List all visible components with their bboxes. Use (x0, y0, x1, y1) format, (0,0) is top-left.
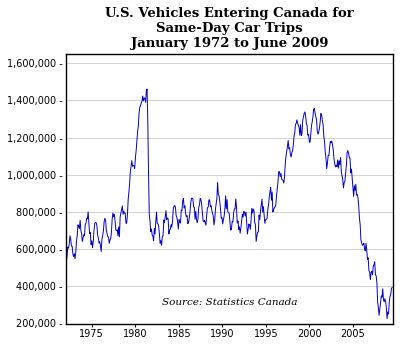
Title: U.S. Vehicles Entering Canada for
Same-Day Car Trips
January 1972 to June 2009: U.S. Vehicles Entering Canada for Same-D… (105, 7, 354, 50)
Text: Source: Statistics Canada: Source: Statistics Canada (162, 298, 297, 307)
